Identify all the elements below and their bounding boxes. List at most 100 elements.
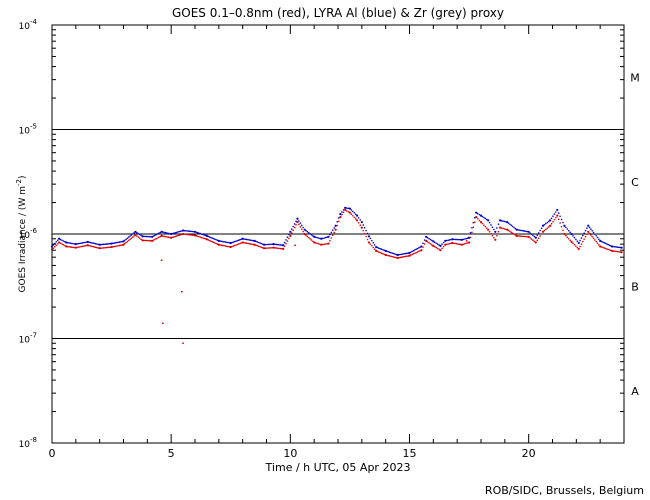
- trace-dot: [438, 248, 440, 251]
- data-point: [289, 234, 292, 237]
- data-point: [549, 224, 552, 227]
- trace-dot: [105, 243, 108, 245]
- trace-dot: [372, 241, 375, 244]
- trace-dot: [264, 243, 267, 246]
- trace-dot: [582, 234, 584, 237]
- trace-dot: [394, 253, 396, 255]
- trace-dot: [247, 242, 249, 245]
- trace-dot: [317, 237, 320, 239]
- data-point: [74, 243, 77, 246]
- trace-dot: [417, 250, 420, 253]
- trace-dot: [567, 229, 570, 232]
- y-tick-base: 10: [19, 336, 31, 346]
- trace-dot: [306, 235, 309, 238]
- data-point: [534, 236, 537, 239]
- trace-dot: [412, 249, 415, 252]
- trace-dot: [402, 253, 404, 255]
- trace-dot: [572, 242, 574, 245]
- trace-dot: [173, 232, 175, 235]
- trace-dot: [64, 244, 66, 247]
- trace-dot: [257, 241, 260, 244]
- trace-dot: [591, 229, 594, 232]
- trace-dot: [436, 243, 439, 245]
- trace-dot: [488, 230, 491, 233]
- trace-dot: [224, 245, 227, 247]
- trace-dot: [302, 230, 305, 233]
- data-point: [344, 206, 347, 209]
- trace-dot: [92, 242, 94, 244]
- data-point: [327, 242, 330, 245]
- trace-dot: [310, 233, 313, 236]
- flare-class-label: C: [631, 176, 639, 189]
- trace-dot: [465, 237, 468, 240]
- trace-dot: [248, 242, 251, 245]
- trace-dot: [159, 235, 162, 238]
- trace-dot: [307, 236, 310, 239]
- trace-dot: [483, 224, 485, 226]
- trace-dot: [176, 234, 179, 237]
- trace-dot: [66, 241, 69, 244]
- trace-dot: [309, 238, 311, 240]
- trace-dot: [69, 246, 72, 248]
- trace-dot: [321, 237, 324, 240]
- trace-dot: [259, 242, 261, 244]
- trace-dot: [608, 244, 611, 247]
- trace-dot: [180, 233, 183, 236]
- trace-dot: [228, 245, 231, 248]
- trace-dot: [462, 238, 465, 241]
- trace-dot: [251, 243, 253, 245]
- trace-dot: [200, 233, 203, 235]
- trace-dot: [398, 253, 400, 256]
- y-tick-base: 10: [19, 231, 31, 241]
- trace-dot: [386, 250, 388, 253]
- trace-dot: [219, 240, 221, 242]
- trace-dot: [559, 215, 561, 218]
- trace-dot: [590, 234, 592, 236]
- data-point: [355, 219, 359, 222]
- trace-dot: [547, 226, 550, 228]
- trace-dot: [255, 244, 257, 247]
- trace-dot: [298, 223, 300, 226]
- trace-dot: [478, 213, 481, 216]
- trace-dot: [615, 250, 617, 253]
- data-point: [339, 213, 342, 216]
- y-tick-exp: -7: [30, 332, 37, 340]
- trace-dot: [114, 242, 117, 244]
- trace-dot: [445, 239, 448, 242]
- data-point: [425, 239, 428, 242]
- data-point: [487, 219, 490, 222]
- trace-dot: [478, 219, 481, 222]
- trace-dot: [592, 231, 595, 234]
- trace-dot: [519, 229, 522, 232]
- trace-dot: [378, 247, 380, 249]
- trace-dot: [580, 243, 583, 245]
- data-point: [160, 234, 163, 237]
- trace-dot: [471, 231, 473, 234]
- data-point: [86, 240, 89, 244]
- trace-dot: [152, 235, 155, 237]
- trace-dot: [154, 234, 156, 237]
- trace-dot: [509, 230, 511, 233]
- trace-dot: [106, 246, 109, 249]
- trace-dot: [435, 246, 437, 249]
- trace-dot: [283, 245, 286, 248]
- trace-dot: [500, 227, 503, 229]
- trace-dot: [94, 242, 97, 245]
- trace-dot: [227, 245, 229, 248]
- trace-dot: [373, 248, 376, 250]
- trace-dot: [116, 241, 118, 244]
- series-1: [50, 208, 623, 260]
- trace-dot: [448, 242, 451, 245]
- trace-dot: [299, 226, 302, 228]
- trace-dot: [145, 239, 148, 242]
- trace-dot: [252, 243, 255, 246]
- trace-dot: [466, 242, 469, 244]
- trace-dot: [511, 225, 514, 228]
- trace-dot: [210, 236, 212, 239]
- trace-dot: [514, 227, 517, 230]
- trace-dot: [166, 236, 168, 238]
- trace-dot: [416, 251, 419, 253]
- trace-dot: [429, 243, 432, 245]
- data-point: [272, 246, 275, 249]
- data-point: [444, 243, 447, 246]
